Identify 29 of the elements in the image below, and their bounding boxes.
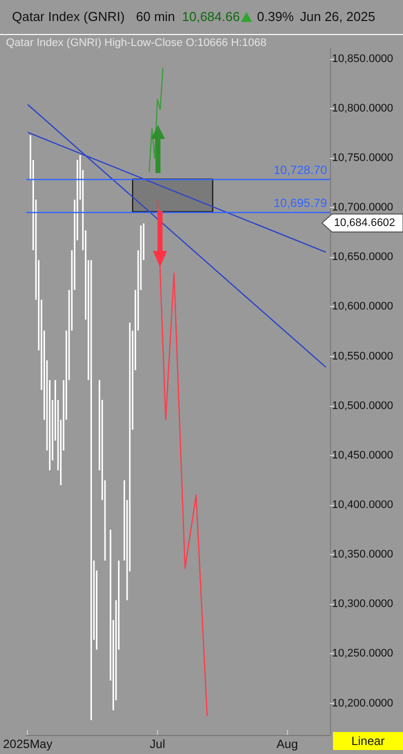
ref-line-label: 10,695.79 bbox=[274, 196, 328, 210]
y-tick-label: 10,800.0000 bbox=[332, 102, 394, 114]
x-tick-label: Jul bbox=[150, 737, 166, 751]
text: 10,684.6602 bbox=[334, 217, 396, 229]
line-series bbox=[148, 67, 164, 173]
y-tick-label: 10,450.0000 bbox=[332, 449, 394, 462]
y-tick-label: 10,600.0000 bbox=[332, 300, 394, 313]
y-tick-label: 10,400.0000 bbox=[332, 499, 394, 512]
y-tick-label: 10,250.0000 bbox=[332, 648, 394, 660]
chart-title: Qatar Index (GNRI) bbox=[12, 9, 125, 24]
y-tick-label: 10,850.0000 bbox=[332, 52, 394, 65]
text: Jun 26, 2025 bbox=[300, 9, 376, 24]
chart-subtitle: Qatar Index (GNRI) High-Low-Close O:10666 H:1068 bbox=[6, 37, 266, 49]
text: Linear bbox=[333, 732, 403, 750]
x-tick-label: 2025May bbox=[2, 737, 52, 751]
text: 0.39% bbox=[257, 9, 294, 24]
y-tick-label: 10,700.0000 bbox=[332, 202, 394, 214]
y-tick-label: 10,300.0000 bbox=[332, 598, 394, 610]
y-tick-label: 10,500.0000 bbox=[332, 400, 394, 412]
y-tick-label: 10,200.0000 bbox=[332, 697, 394, 710]
y-tick-label: 10,350.0000 bbox=[332, 548, 394, 561]
line-series bbox=[156, 199, 208, 717]
y-tick-label: 10,750.0000 bbox=[332, 152, 394, 164]
text: 10,684.66 bbox=[182, 9, 240, 24]
ref-line-label: 10,728.70 bbox=[274, 163, 328, 178]
y-tick-label: 10,550.0000 bbox=[332, 350, 394, 362]
y-tick-label: 10,650.0000 bbox=[332, 251, 394, 264]
text: 60 min bbox=[136, 9, 176, 24]
x-tick-label: Aug bbox=[276, 737, 298, 751]
